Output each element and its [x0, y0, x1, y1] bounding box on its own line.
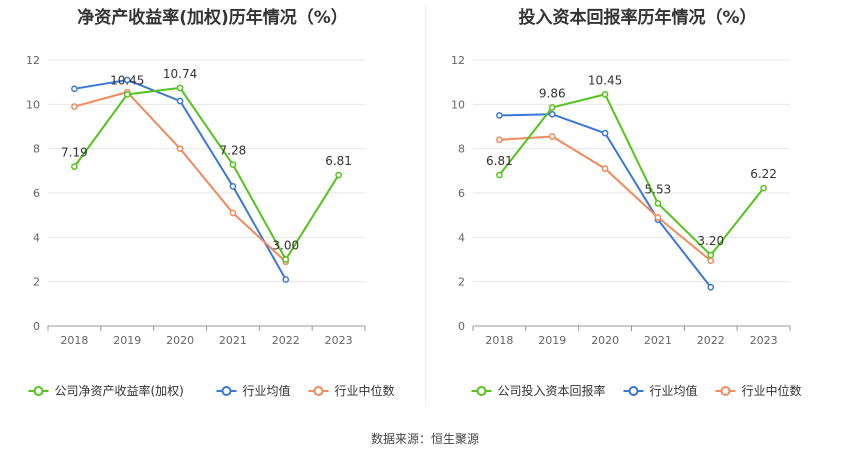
data-point — [707, 283, 715, 291]
data-point — [548, 133, 556, 140]
y-tick-label: 4 — [458, 231, 465, 244]
x-tick-label: 2020 — [166, 334, 194, 347]
data-label: 3.00 — [272, 239, 299, 253]
data-point — [176, 84, 184, 92]
data-point — [282, 276, 290, 283]
data-point — [71, 85, 78, 93]
data-label: 6.81 — [325, 154, 352, 168]
data-point — [71, 103, 78, 110]
data-point — [707, 251, 715, 259]
data-label: 6.22 — [750, 167, 777, 181]
legend-swatch-marker — [313, 386, 324, 396]
data-label: 6.81 — [486, 154, 513, 168]
data-point — [601, 91, 609, 98]
data-source: 数据来源：恒生聚源 — [370, 432, 479, 446]
data-label: 7.28 — [220, 144, 247, 158]
data-point — [71, 163, 78, 170]
data-label: 9.86 — [539, 86, 566, 100]
y-tick-label: 12 — [26, 54, 40, 67]
x-tick-label: 2018 — [485, 334, 513, 347]
series-line — [74, 78, 287, 280]
legend-label: 行业中位数 — [335, 383, 395, 398]
data-point — [123, 91, 131, 98]
data-point — [335, 171, 342, 179]
x-tick-label: 2022 — [697, 334, 725, 347]
series-line — [499, 135, 712, 262]
legend-item: 行业均值 — [623, 383, 698, 398]
legend-item: 行业中位数 — [715, 383, 802, 398]
x-tick-label: 2019 — [538, 334, 566, 347]
y-tick-label: 12 — [451, 54, 465, 67]
series-line — [74, 91, 287, 263]
legend-label: 公司净资产收益率(加权) — [55, 383, 184, 398]
legend-swatch-marker — [476, 386, 487, 396]
data-point — [176, 97, 184, 105]
legend-label: 行业均值 — [650, 383, 698, 398]
legend-swatch-marker — [628, 386, 639, 396]
legend-swatch-marker — [720, 386, 731, 396]
data-point — [601, 129, 609, 137]
data-point — [282, 256, 290, 263]
chart-title: 净资产收益率(加权)历年情况（%） — [77, 8, 348, 28]
y-tick-label: 2 — [458, 276, 465, 289]
data-point — [176, 145, 184, 153]
data-point — [496, 171, 503, 179]
data-label: 3.20 — [697, 234, 724, 248]
series-line — [73, 86, 340, 261]
legend-item: 公司净资产收益率(加权) — [28, 383, 184, 398]
data-point — [601, 165, 609, 172]
data-label: 10.74 — [163, 67, 197, 81]
y-tick-label: 6 — [458, 187, 465, 200]
legend-item: 行业均值 — [216, 383, 291, 398]
data-point — [654, 214, 662, 221]
panel-divider — [425, 5, 426, 405]
x-tick-label: 2021 — [219, 334, 247, 347]
y-tick-label: 4 — [33, 231, 40, 244]
roic-chart-panel: 投入资本回报率历年情况（%） 0 2 4 6 8 10 12 2018 2019 2020 2021… — [425, 0, 850, 410]
series-line — [498, 93, 765, 257]
data-point — [707, 257, 715, 264]
legend-item: 行业中位数 — [308, 383, 395, 398]
data-point — [229, 161, 237, 168]
data-point — [229, 209, 237, 217]
legend-swatch-marker — [221, 386, 232, 396]
data-point — [548, 104, 556, 111]
roe-line-chart: 0 2 4 6 8 10 12 2018 2019 2020 2021 2022 2023 7.19 10.… — [26, 54, 395, 398]
roe-chart-panel: 净资产收益率(加权)历年情况（%） 0 2 4 6 8 10 12 2018 2019 2020 2… — [0, 0, 425, 410]
data-label: 7.19 — [61, 146, 88, 160]
y-tick-label: 0 — [458, 320, 465, 333]
x-tick-label: 2019 — [113, 334, 141, 347]
data-point — [496, 112, 503, 119]
legend-item: 公司投入资本回报率 — [471, 383, 606, 398]
y-tick-label: 10 — [451, 98, 465, 111]
data-label: 10.45 — [588, 73, 622, 87]
y-tick-label: 2 — [33, 276, 40, 289]
series-line — [499, 113, 712, 288]
x-tick-label: 2022 — [272, 334, 300, 347]
data-point — [123, 76, 131, 84]
x-tick-label: 2023 — [325, 334, 353, 347]
y-tick-label: 8 — [458, 143, 465, 156]
y-tick-label: 6 — [33, 187, 40, 200]
data-point — [760, 184, 767, 192]
y-tick-label: 8 — [33, 143, 40, 156]
roic-line-chart: 0 2 4 6 8 10 12 2018 2019 2020 2021 2022 2023 6.81 9.8… — [451, 54, 802, 398]
data-point — [496, 136, 503, 144]
chart-title: 投入资本回报率历年情况（%） — [518, 8, 757, 28]
x-tick-label: 2023 — [750, 334, 778, 347]
legend-label: 行业中位数 — [742, 383, 802, 398]
legend-swatch-marker — [33, 386, 44, 396]
y-tick-label: 0 — [33, 320, 40, 333]
x-tick-label: 2020 — [591, 334, 619, 347]
legend-label: 公司投入资本回报率 — [498, 383, 606, 398]
data-label: 10.45 — [110, 73, 144, 87]
x-tick-label: 2021 — [644, 334, 672, 347]
x-tick-label: 2018 — [60, 334, 88, 347]
data-point — [229, 183, 237, 190]
y-tick-label: 10 — [26, 98, 40, 111]
data-point — [548, 110, 556, 118]
data-label: 5.53 — [645, 182, 672, 196]
data-point — [654, 200, 662, 207]
legend-label: 行业均值 — [243, 383, 291, 398]
